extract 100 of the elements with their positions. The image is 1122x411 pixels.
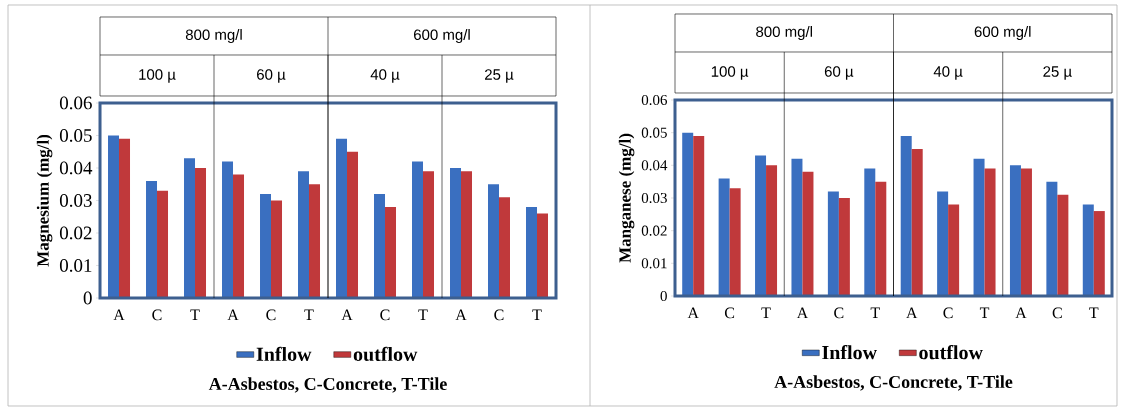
bar xyxy=(488,184,500,298)
bar xyxy=(260,193,272,298)
x-tick-label: T xyxy=(979,307,990,318)
y-tick-label: 0.05 xyxy=(641,127,667,138)
y-tick-label: 0.02 xyxy=(59,226,92,240)
y-tick-label: 0.05 xyxy=(59,129,92,142)
bar xyxy=(271,200,283,298)
bar xyxy=(693,135,705,296)
bar xyxy=(1009,165,1021,296)
bar xyxy=(1046,181,1058,296)
bar xyxy=(461,171,473,298)
bar xyxy=(948,204,960,296)
bar xyxy=(718,178,730,296)
x-tick-label: C xyxy=(380,309,390,321)
y-tick-label: 0.03 xyxy=(59,194,92,207)
x-tick-label: C xyxy=(1052,307,1062,319)
bar xyxy=(298,171,310,298)
x-tick-label: C xyxy=(494,309,504,321)
x-tick-label: A xyxy=(227,309,239,321)
bar xyxy=(766,165,778,296)
bar xyxy=(336,138,348,298)
x-tick-label: A xyxy=(113,309,125,321)
bar xyxy=(222,161,234,298)
bar xyxy=(146,180,158,298)
bar xyxy=(827,191,839,296)
y-tick-label: 0.02 xyxy=(641,225,667,236)
bar xyxy=(937,191,949,296)
bar xyxy=(195,167,207,298)
x-tick-label: T xyxy=(418,309,428,320)
bar xyxy=(309,184,321,298)
bar xyxy=(119,138,131,298)
x-tick-label: C xyxy=(834,307,844,319)
text: A-Asbestos, C-Concrete, T-Tile xyxy=(774,375,1013,391)
text: 40 µ xyxy=(370,69,400,83)
x-tick-label: A xyxy=(796,307,809,319)
text: 60 µ xyxy=(824,66,854,80)
x-tick-label: T xyxy=(870,307,880,318)
bar xyxy=(108,135,120,298)
text: 40 µ xyxy=(933,66,963,80)
bar xyxy=(450,167,462,298)
x-tick-label: A xyxy=(687,307,699,319)
bar xyxy=(1020,168,1032,296)
bar xyxy=(347,151,359,298)
text: 800 mg/l xyxy=(756,26,812,40)
bar xyxy=(374,193,386,298)
y-tick-label: 0 xyxy=(83,291,92,305)
text: 25 µ xyxy=(1043,66,1072,80)
text: 100 µ xyxy=(711,66,749,80)
bar xyxy=(729,188,741,296)
bar xyxy=(838,197,850,296)
y-axis-title: Manganese (mg/l) xyxy=(618,133,635,263)
x-tick-label: T xyxy=(532,309,542,320)
y-tick-label: 0.01 xyxy=(59,259,92,272)
text: 600 mg/l xyxy=(974,26,1031,40)
x-tick-label: A xyxy=(1015,307,1027,319)
x-tick-label: A xyxy=(906,307,918,319)
text: 800 mg/l xyxy=(185,29,242,43)
x-tick-label: C xyxy=(266,309,276,321)
bar xyxy=(1057,194,1069,296)
x-tick-label: A xyxy=(455,309,467,321)
legend-label: Inflow xyxy=(822,345,877,360)
text: 600 mg/l xyxy=(414,29,470,43)
text: 100 µ xyxy=(139,69,176,83)
y-tick-label: 0.06 xyxy=(641,94,668,106)
y-tick-label: 0.04 xyxy=(59,161,93,175)
x-tick-label: A xyxy=(341,309,353,321)
y-tick-label: 0.06 xyxy=(59,96,92,110)
bar xyxy=(233,174,245,298)
bar xyxy=(682,132,694,296)
y-tick-label: 0.01 xyxy=(641,258,667,269)
bar xyxy=(911,148,923,296)
x-tick-label: C xyxy=(152,309,162,321)
bar xyxy=(184,158,196,298)
bar xyxy=(499,197,510,298)
bar xyxy=(537,213,548,298)
bar xyxy=(791,158,803,296)
bar xyxy=(802,171,814,296)
x-tick-label: T xyxy=(761,307,771,318)
bar xyxy=(423,171,435,298)
y-tick-label: 0 xyxy=(660,290,667,302)
text: 25 µ xyxy=(485,69,514,83)
text: A-Asbestos, C-Concrete, T-Tile xyxy=(208,377,447,393)
legend-label: outflow xyxy=(353,346,418,362)
x-tick-label: T xyxy=(1089,307,1099,318)
bar xyxy=(984,168,996,296)
bar xyxy=(900,135,912,296)
x-tick-label: C xyxy=(943,307,953,319)
text: 60 µ xyxy=(257,69,286,83)
bar xyxy=(1093,211,1105,296)
x-tick-label: C xyxy=(724,307,735,319)
x-tick-label: T xyxy=(304,309,314,320)
bar xyxy=(526,206,538,298)
bar xyxy=(973,158,985,296)
bar xyxy=(875,181,887,296)
bar xyxy=(385,206,397,298)
legend-label: Inflow xyxy=(256,346,312,362)
bar xyxy=(157,190,169,298)
bar xyxy=(864,168,876,296)
bar xyxy=(412,161,424,298)
y-axis-title: Magnesium (mg/l) xyxy=(36,134,53,267)
